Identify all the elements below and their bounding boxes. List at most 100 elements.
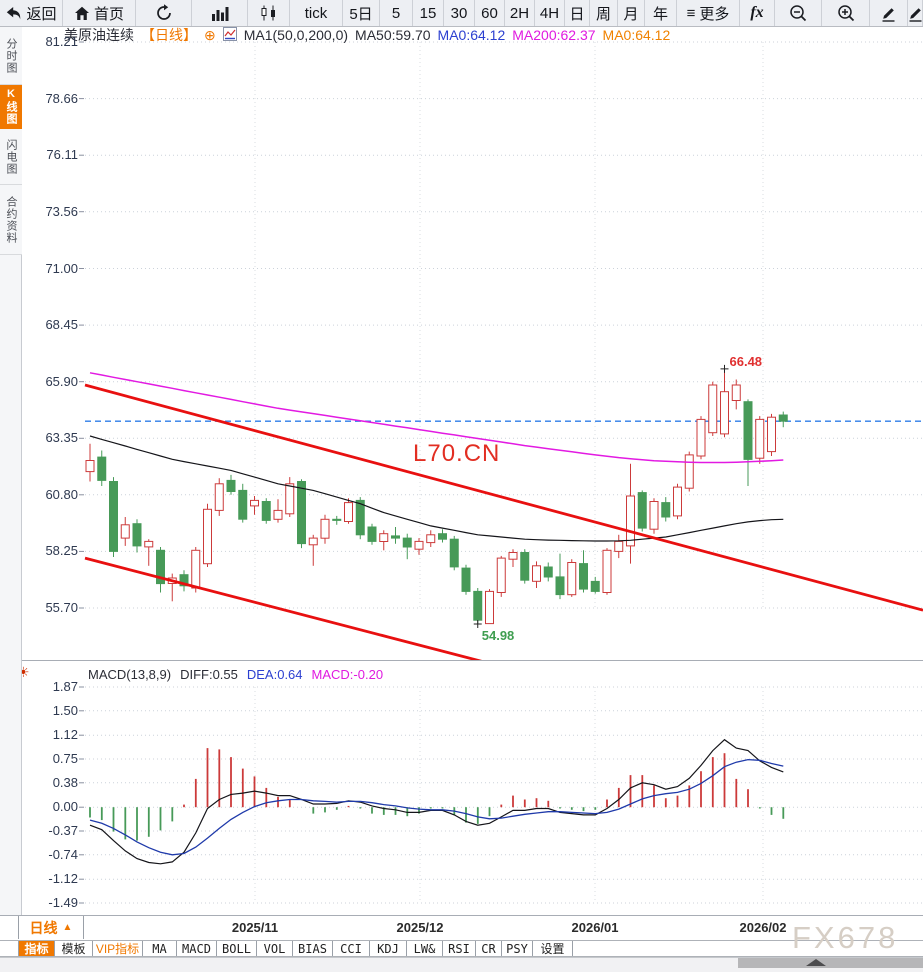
tab-boll[interactable]: BOLL: [217, 941, 257, 956]
zoom-out-button[interactable]: [775, 0, 822, 26]
macd-tick-label: -1.12: [48, 871, 78, 887]
ma0-orange-value: MA0:64.12: [602, 27, 671, 43]
interval-30min-button-label: 30: [450, 4, 468, 22]
period-selector-label: 日线: [29, 919, 58, 936]
interval-4h-button-label: 4H: [539, 4, 560, 22]
interval-tick-button-label: tick: [304, 4, 328, 22]
fx-indicator-button-label: fx: [750, 4, 764, 21]
sidebar-item-contract-info[interactable]: 合约资料: [0, 185, 22, 255]
ma-settings-label: MA1(50,0,200,0): [243, 27, 349, 43]
interval-5min-button[interactable]: 5: [380, 0, 413, 26]
home-button-label: 首页: [93, 5, 124, 23]
interval-15min-button[interactable]: 15: [413, 0, 444, 26]
zoom-out-icon: [789, 4, 807, 22]
interval-2h-button[interactable]: 2H: [505, 0, 535, 26]
indicator-tab-strip: 指标 模板 VIP指标 MA MACD BOLL VOL BIAS CCI KDJ LW& RSI CR…: [0, 940, 923, 957]
svg-text:66.48: 66.48: [730, 354, 763, 369]
draw-partial-button[interactable]: [908, 0, 923, 26]
triangle-up-icon: ▲: [62, 922, 73, 933]
macd-tick-label: 1.12: [52, 727, 78, 743]
x-axis-strip: [0, 915, 923, 940]
macd-diff-value: DIFF:0.55: [180, 667, 238, 682]
tab-cci[interactable]: CCI: [333, 941, 370, 956]
sidebar-item-lightning-chart[interactable]: 闪电图: [0, 129, 22, 185]
refresh-button[interactable]: [136, 0, 192, 26]
more-button-label: 更多: [699, 5, 730, 23]
macd-tick-label: 0.75: [52, 751, 78, 766]
interval-4h-button[interactable]: 4H: [535, 0, 565, 26]
price-tick-label: 73.56: [45, 203, 78, 219]
scrollbar-thumb[interactable]: [738, 958, 923, 968]
indicator-tab-row: 指标 模板 VIP指标 MA MACD BOLL VOL BIAS CCI KDJ LW& RSI CR…: [18, 941, 573, 956]
svg-text:54.98: 54.98: [482, 628, 515, 643]
tab-vol[interactable]: VOL: [257, 941, 293, 956]
macd-tick-label: -0.37: [48, 823, 78, 838]
tab-rsi[interactable]: RSI: [443, 941, 476, 956]
tab-cr[interactable]: CR: [476, 941, 502, 956]
price-header: 美原油连续 【日线】 ⊕ MA1(50,0,200,0) MA50:59.70 …: [64, 25, 670, 45]
price-tick-label: 55.70: [45, 600, 78, 615]
interval-tick-button[interactable]: tick: [290, 0, 343, 26]
price-chart[interactable]: 66.48 54.98: [0, 27, 923, 665]
tab-ma[interactable]: MA: [143, 941, 177, 956]
ma200-value: MA200:62.37: [512, 27, 596, 43]
interval-week-button-label: 周: [595, 5, 611, 23]
price-tick-label: 78.66: [45, 90, 78, 106]
more-button[interactable]: ≡ 更多: [677, 0, 740, 26]
tab-indicator[interactable]: 指标: [18, 941, 55, 956]
tab-psy[interactable]: PSY: [502, 941, 533, 956]
macd-chart[interactable]: [0, 660, 923, 915]
chart-style-candle-button[interactable]: [248, 0, 290, 26]
interval-week-button[interactable]: 周: [590, 0, 618, 26]
candlestick-icon: [260, 5, 278, 21]
interval-60min-button-label: 60: [481, 4, 498, 22]
interval-year-button-label: 年: [652, 5, 668, 23]
add-compare-icon[interactable]: ⊕: [204, 26, 216, 43]
tab-macd[interactable]: MACD: [177, 941, 217, 956]
interval-15min-button-label: 15: [419, 4, 437, 22]
fx-indicator-button[interactable]: fx: [740, 0, 775, 26]
interval-month-button-label: 月: [623, 5, 639, 23]
macd-tick-label: 1.87: [52, 679, 78, 694]
back-button[interactable]: 返回: [0, 0, 63, 26]
tab-vip-indicator[interactable]: VIP指标: [93, 941, 143, 956]
tab-bias[interactable]: BIAS: [293, 941, 333, 956]
macd-dea-value: DEA:0.64: [246, 667, 303, 682]
price-tick-label: 58.25: [45, 543, 78, 559]
menu-icon: ≡: [686, 4, 696, 22]
price-tick-label: 76.11: [46, 147, 78, 163]
price-tick-label: 71.00: [45, 260, 78, 276]
back-arrow-icon: [5, 6, 22, 21]
refresh-icon: [155, 4, 173, 22]
zoom-in-button[interactable]: [822, 0, 870, 26]
pencil-icon: [880, 5, 897, 22]
sidebar-item-time-chart[interactable]: 分时图: [0, 27, 22, 85]
home-button[interactable]: 首页: [63, 0, 136, 26]
draw-button[interactable]: [870, 0, 908, 26]
tab-lwr[interactable]: LW&: [407, 941, 443, 956]
interval-day-button[interactable]: 日: [565, 0, 590, 26]
price-tick-label: 65.90: [45, 373, 78, 389]
x-axis-month-label: 2026/02: [739, 920, 787, 935]
interval-month-button[interactable]: 月: [618, 0, 645, 26]
period-selector[interactable]: 日线 ▲: [18, 916, 84, 939]
interval-5day-button[interactable]: 5日: [343, 0, 380, 26]
price-tick-label: 81.21: [45, 34, 78, 49]
chart-style-bar-button[interactable]: [192, 0, 248, 26]
sidebar-item-kline-chart[interactable]: K线图: [0, 85, 22, 129]
horizontal-scrollbar[interactable]: [0, 957, 923, 972]
interval-day-button-label: 日: [569, 5, 585, 23]
x-axis-month-label: 2025/11: [231, 920, 279, 935]
x-axis-month-label: 2026/01: [571, 920, 619, 935]
home-icon: [74, 6, 90, 21]
tab-template[interactable]: 模板: [55, 941, 93, 956]
tab-settings[interactable]: 设置: [533, 941, 573, 956]
mini-chart-icon[interactable]: [222, 26, 237, 44]
interval-30min-button[interactable]: 30: [444, 0, 475, 26]
interval-year-button[interactable]: 年: [645, 0, 677, 26]
macd-tick-label: 0.00: [52, 799, 78, 815]
tab-kdj[interactable]: KDJ: [370, 941, 407, 956]
interval-60min-button[interactable]: 60: [475, 0, 505, 26]
top-toolbar: 返回 首页 tick 5日 5 15 30 60 2H 4H 日周月年 ≡ 更多 fx: [0, 0, 923, 27]
